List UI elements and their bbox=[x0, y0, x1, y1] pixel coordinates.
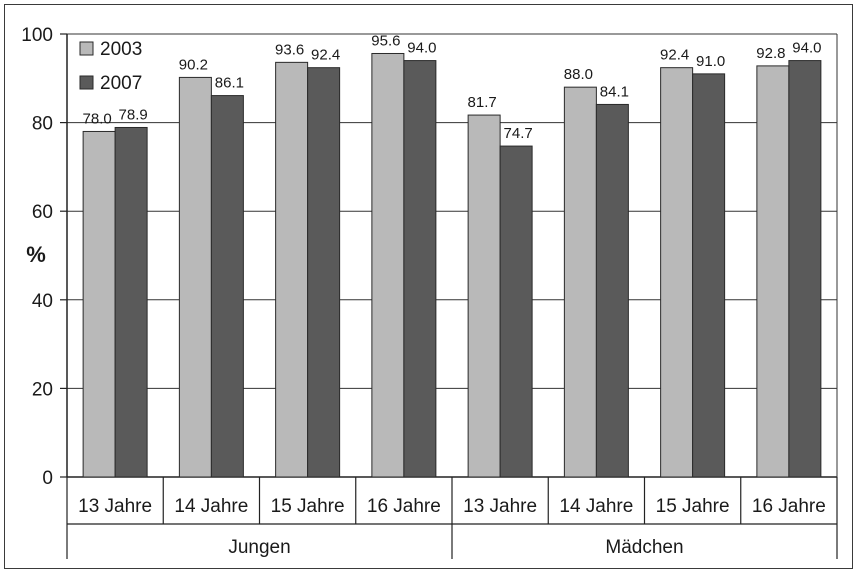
bar-2003-8 bbox=[756, 65, 790, 478]
y-tick-label-40: 40 bbox=[32, 291, 53, 312]
x-category-label-6: 14 Jahre bbox=[559, 496, 633, 517]
bar-2003-4 bbox=[371, 52, 405, 478]
data-label-2003-7: 92.4 bbox=[660, 47, 689, 64]
data-label-2007-1: 78.9 bbox=[119, 106, 148, 123]
data-label-2003-3: 93.6 bbox=[275, 41, 304, 58]
data-label-2003-6: 88.0 bbox=[564, 66, 593, 83]
bar-2003-2 bbox=[178, 76, 212, 478]
x-category-label-3: 15 Jahre bbox=[271, 496, 345, 517]
bar-2003-1 bbox=[82, 130, 116, 478]
bar-2007-1 bbox=[114, 126, 148, 478]
legend-label-2003: 2003 bbox=[100, 39, 142, 60]
data-label-2007-8: 94.0 bbox=[792, 40, 821, 57]
x-group-label-2: Mädchen bbox=[605, 537, 683, 558]
bar-2007-8 bbox=[788, 60, 822, 478]
bar-2003-7 bbox=[660, 67, 694, 478]
data-label-2007-4: 94.0 bbox=[407, 40, 436, 57]
bar-2007-5 bbox=[499, 145, 533, 478]
x-group-label-1: Jungen bbox=[228, 537, 290, 558]
bar-2007-6 bbox=[595, 103, 629, 478]
data-label-2003-4: 95.6 bbox=[371, 32, 400, 49]
bars bbox=[82, 52, 822, 478]
data-label-2007-6: 84.1 bbox=[600, 83, 629, 100]
y-tick-label-80: 80 bbox=[32, 114, 53, 135]
data-label-2007-2: 86.1 bbox=[215, 75, 244, 92]
x-category-label-1: 13 Jahre bbox=[78, 496, 152, 517]
y-tick-label-20: 20 bbox=[32, 379, 53, 400]
y-tick-label-100: 100 bbox=[21, 25, 53, 46]
x-category-label-5: 13 Jahre bbox=[463, 496, 537, 517]
bar-2003-5 bbox=[467, 114, 501, 478]
data-label-2003-5: 81.7 bbox=[468, 94, 497, 111]
data-label-2007-7: 91.0 bbox=[696, 53, 725, 70]
data-label-2003-8: 92.8 bbox=[756, 45, 785, 62]
y-axis: 0 20 40 60 80 100 bbox=[21, 25, 838, 489]
y-tick-label-0: 0 bbox=[42, 468, 53, 489]
x-axis: 13 Jahre 14 Jahre 15 Jahre 16 Jahre 13 Jahre… bbox=[66, 477, 838, 559]
bar-2007-4 bbox=[403, 60, 437, 478]
y-tick-label-60: 60 bbox=[32, 202, 53, 223]
legend-label-2007: 2007 bbox=[100, 73, 142, 94]
x-category-label-7: 15 Jahre bbox=[656, 496, 730, 517]
data-label-2007-5: 74.7 bbox=[504, 125, 533, 142]
data-label-2003-2: 90.2 bbox=[179, 56, 208, 73]
legend: 2003 2007 bbox=[79, 39, 142, 94]
bar-2007-3 bbox=[307, 67, 341, 478]
x-category-label-4: 16 Jahre bbox=[367, 496, 441, 517]
data-label-2007-3: 92.4 bbox=[311, 47, 340, 64]
bar-2003-3 bbox=[275, 61, 309, 478]
data-labels: 78.0 90.2 93.6 95.6 81.7 88.0 92.4 92.8 78.9 86.1… bbox=[83, 32, 822, 142]
bar-2007-2 bbox=[210, 95, 244, 478]
bar-2003-6 bbox=[563, 86, 597, 478]
legend-swatch-2007 bbox=[79, 75, 94, 90]
x-category-label-2: 14 Jahre bbox=[174, 496, 248, 517]
data-label-2003-1: 78.0 bbox=[83, 110, 112, 127]
y-axis-label: % bbox=[26, 242, 46, 267]
bar-2007-7 bbox=[692, 73, 726, 478]
x-category-label-8: 16 Jahre bbox=[752, 496, 826, 517]
legend-swatch-2003 bbox=[79, 41, 94, 56]
